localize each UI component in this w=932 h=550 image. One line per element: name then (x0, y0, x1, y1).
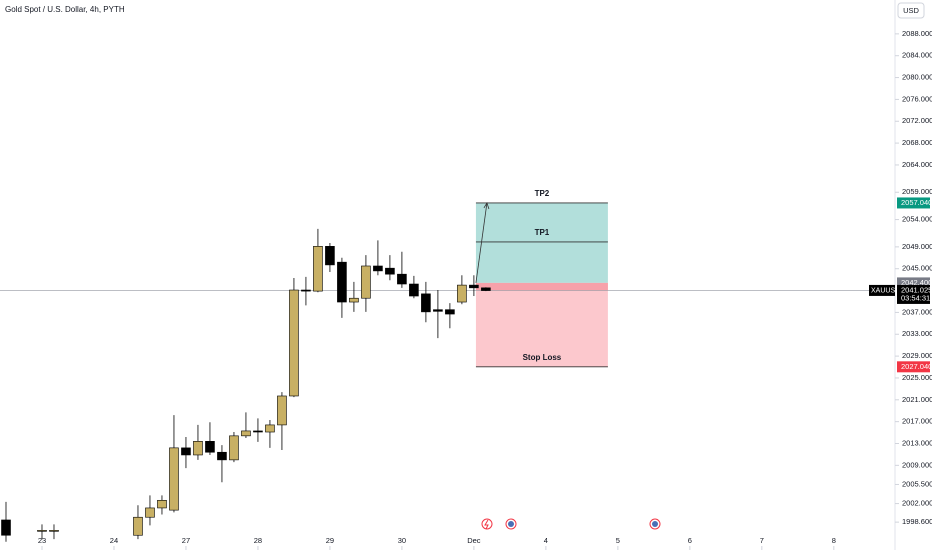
trade-arrow (475, 202, 488, 283)
candle-body (169, 447, 179, 511)
candle-body (289, 289, 299, 397)
y-tick-label: 2033.000 (902, 329, 932, 338)
candle-body (469, 284, 479, 289)
candle-body (49, 530, 59, 532)
candle-body (157, 499, 167, 509)
symbol-label: XAUUSD (871, 287, 900, 294)
candle-body (181, 447, 191, 456)
open-loss-zone (475, 282, 608, 291)
y-tick-label: 2013.000 (902, 438, 932, 447)
event-flag (508, 521, 514, 527)
x-tick-label: 24 (110, 536, 118, 545)
x-tick-label: 23 (38, 536, 46, 545)
candle-body (421, 293, 431, 313)
candle-body (457, 284, 467, 303)
candle-body (277, 395, 287, 426)
candle-body (1, 519, 11, 536)
candle-body (313, 246, 323, 292)
candle-body (397, 273, 407, 285)
candle-body (229, 435, 239, 461)
level-label: Stop Loss (523, 353, 562, 362)
currency-label: USD (903, 6, 919, 15)
x-tick-label: 27 (182, 536, 190, 545)
event-icon[interactable] (481, 518, 493, 530)
event-flag (652, 521, 658, 527)
candle-body (37, 530, 47, 532)
profit-zone (475, 202, 608, 283)
countdown-label: 03:54:31 (901, 293, 930, 302)
candle-body (361, 265, 371, 299)
level-label: TP2 (535, 189, 550, 198)
y-tick-label: 2017.000 (902, 417, 932, 426)
candle-body (409, 283, 419, 297)
y-tick-label: 2064.000 (902, 160, 932, 169)
y-tick-label: 2005.500 (902, 479, 932, 488)
y-tick-label: 2025.000 (902, 373, 932, 382)
price-tag-label: 2027.040 (901, 362, 932, 371)
x-tick-label: 4 (544, 536, 548, 545)
candle-body (133, 516, 143, 536)
x-tick-label: 28 (254, 536, 262, 545)
y-tick-label: 2021.000 (902, 395, 932, 404)
candle-body (349, 297, 359, 303)
candle-body (145, 507, 155, 518)
y-tick-label: 2049.000 (902, 242, 932, 251)
last-price-tag (869, 284, 895, 296)
price-tag-label: 2042.400 (901, 278, 932, 287)
candle-body (301, 289, 311, 292)
plot: 2088.000 2084.000 2080.000 2076.000 2072.000… (0, 29, 932, 550)
y-tick-label: 2076.000 (902, 94, 932, 103)
x-tick-label: Dec (467, 536, 481, 545)
candle-body (241, 430, 251, 437)
y-tick-label: 2037.000 (902, 307, 932, 316)
candle-body (433, 309, 443, 312)
x-tick-label: 7 (760, 536, 764, 545)
arrow-head (483, 202, 490, 210)
y-tick-label: 2068.000 (902, 138, 932, 147)
y-tick-label: 2088.000 (902, 29, 932, 38)
y-tick-label: 2080.000 (902, 73, 932, 82)
last-price-box (897, 284, 930, 304)
y-tick-label: 2054.000 (902, 215, 932, 224)
y-tick-label: 2084.000 (902, 51, 932, 60)
y-tick-label: 2059.000 (902, 187, 932, 196)
x-tick-label: 30 (398, 536, 406, 545)
price-tag (897, 277, 930, 289)
price-tag (897, 197, 930, 209)
y-tick-label: 2045.000 (902, 264, 932, 273)
price-tag-label: 2057.040 (901, 198, 932, 207)
x-tick-label: 5 (616, 536, 620, 545)
candle-body (205, 441, 215, 453)
currency-button[interactable] (897, 2, 925, 19)
x-tick-label: 8 (832, 536, 836, 545)
level-label: TP1 (535, 228, 550, 237)
y-tick-label: 2002.000 (902, 499, 932, 508)
candle-body (193, 441, 203, 456)
candle-body (481, 287, 491, 291)
chart-title: Gold Spot / U.S. Dollar, 4h, PYTH (5, 5, 125, 14)
x-tick-label: 29 (326, 536, 334, 545)
loss-zone (475, 282, 608, 367)
candle-body (373, 265, 383, 272)
y-tick-label: 1998.600 (902, 517, 932, 526)
x-tick-label: 6 (688, 536, 692, 545)
candle-body (385, 267, 395, 275)
candle-body (445, 309, 455, 315)
y-tick-label: 2009.000 (902, 460, 932, 469)
candle-body (325, 246, 335, 266)
candle-body (253, 430, 263, 433)
candle-body (337, 261, 347, 303)
last-price-label: 2041.025 (901, 285, 932, 294)
candle-body (265, 424, 275, 433)
candle-body (217, 451, 227, 461)
price-tag (897, 361, 930, 373)
event-icon-glyph (484, 519, 489, 530)
event-icons (481, 518, 661, 530)
y-tick-label: 2072.000 (902, 116, 932, 125)
y-tick-label: 2029.000 (902, 351, 932, 360)
